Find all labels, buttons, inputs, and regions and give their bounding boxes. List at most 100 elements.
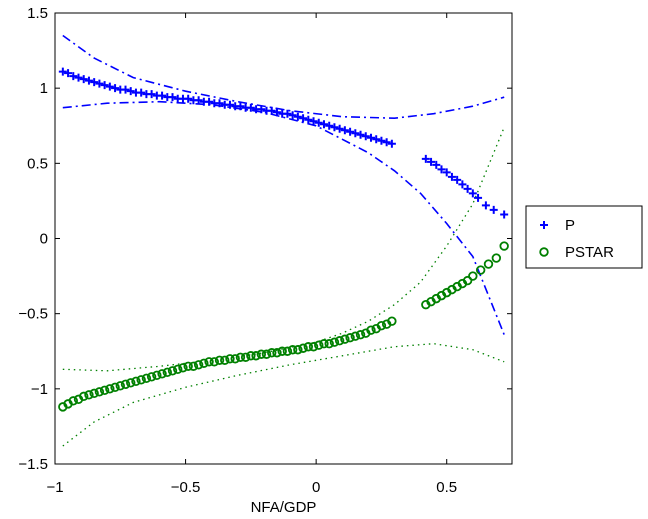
p-point (105, 82, 114, 91)
p-point (382, 138, 391, 147)
pstar-point (256, 349, 267, 359)
p-point (293, 112, 302, 121)
p-point (58, 67, 67, 76)
p-point (356, 130, 365, 139)
p-point (194, 96, 203, 105)
p-point (111, 84, 120, 93)
pstar-point (99, 385, 110, 396)
p-point (474, 193, 483, 202)
y-tick-label: 1.5 (27, 5, 48, 22)
pstar-point (308, 342, 319, 352)
p-point (453, 175, 462, 184)
pstar-point (141, 373, 152, 384)
pstar-point (334, 336, 345, 346)
p-point (79, 75, 88, 84)
pstar-point (235, 352, 246, 362)
legend-label-p: P (565, 217, 575, 234)
pstar-point (355, 330, 366, 340)
p-point (90, 78, 99, 87)
p-point (432, 160, 441, 169)
pstar-point (246, 351, 256, 361)
p-point (257, 105, 266, 114)
pstar-point (366, 325, 376, 335)
y-tick-label: 0.5 (27, 155, 48, 172)
p-point (437, 165, 446, 174)
plot-area (54, 12, 513, 465)
p-band-lower-line (62, 100, 505, 335)
pstar-point (240, 352, 251, 362)
pstar-point (483, 259, 494, 269)
p-point (147, 90, 156, 99)
pstar-point (120, 379, 131, 390)
p-point (468, 189, 477, 198)
x-tick-label: −1 (46, 479, 63, 496)
p-point (84, 76, 93, 85)
pstar-point (214, 355, 225, 365)
x-axis: −1 −0.5 0 0.5 (46, 13, 457, 496)
pstar-point (178, 363, 188, 373)
pstar-point (162, 367, 172, 377)
pstar-point (491, 253, 502, 263)
pstar-point (136, 375, 146, 385)
p-point (246, 103, 255, 112)
pstar-point (188, 361, 199, 371)
data-markers (58, 67, 509, 412)
p-point (458, 180, 467, 189)
p-point (366, 133, 375, 142)
p-point (69, 72, 78, 81)
p-point (126, 87, 135, 96)
p-point (361, 132, 370, 141)
p-point (64, 69, 73, 78)
pstar-point (345, 333, 355, 343)
legend-box (525, 205, 643, 269)
p-point (377, 136, 386, 145)
pstar-point (314, 340, 324, 350)
pstar-point (298, 343, 308, 353)
pstar-point (324, 339, 334, 349)
pstar-point (350, 331, 361, 341)
p-point (272, 108, 281, 117)
y-tick-label: −1.5 (18, 456, 48, 473)
x-tick-label: 0 (312, 479, 320, 496)
pstar-point (68, 396, 78, 406)
p-point (74, 73, 83, 82)
legend-marker-circle (539, 247, 549, 257)
p-point (387, 139, 396, 148)
pstar-point (105, 384, 115, 394)
pstar-point (115, 381, 125, 391)
pstar-point (340, 334, 350, 344)
p-point (330, 123, 339, 132)
pstar-point (251, 351, 261, 361)
pstar-point (157, 369, 167, 379)
p-point (447, 172, 456, 181)
p-point (481, 201, 490, 210)
pstar-point (267, 348, 277, 358)
pstar-point (152, 370, 162, 381)
p-point (500, 210, 509, 219)
p-point (95, 79, 104, 88)
pstar-point (110, 382, 120, 393)
pstar-point (89, 388, 99, 399)
x-tick-label: −0.5 (171, 479, 201, 496)
pstar-point (209, 357, 219, 367)
pstar-point (94, 387, 105, 397)
pstar-point (230, 354, 240, 364)
pstar-point (319, 339, 329, 349)
pstar-point (173, 364, 183, 374)
p-point (288, 111, 297, 120)
p-point (158, 91, 167, 100)
confidence-bands (62, 34, 505, 447)
p-point (314, 118, 323, 127)
legend-circle-marker (539, 247, 549, 257)
pstar-point (193, 360, 204, 370)
pstar-point (126, 378, 136, 388)
pstar-point (293, 345, 303, 355)
pstar-point (475, 265, 486, 275)
p-point (442, 168, 451, 177)
p-point (463, 184, 472, 193)
p-point (267, 106, 276, 115)
pstar-point (204, 357, 214, 367)
p-point (184, 94, 193, 103)
y-axis: −1.5 −1 −0.5 0 0.5 1 1.5 (18, 5, 512, 473)
p-point (309, 117, 318, 126)
